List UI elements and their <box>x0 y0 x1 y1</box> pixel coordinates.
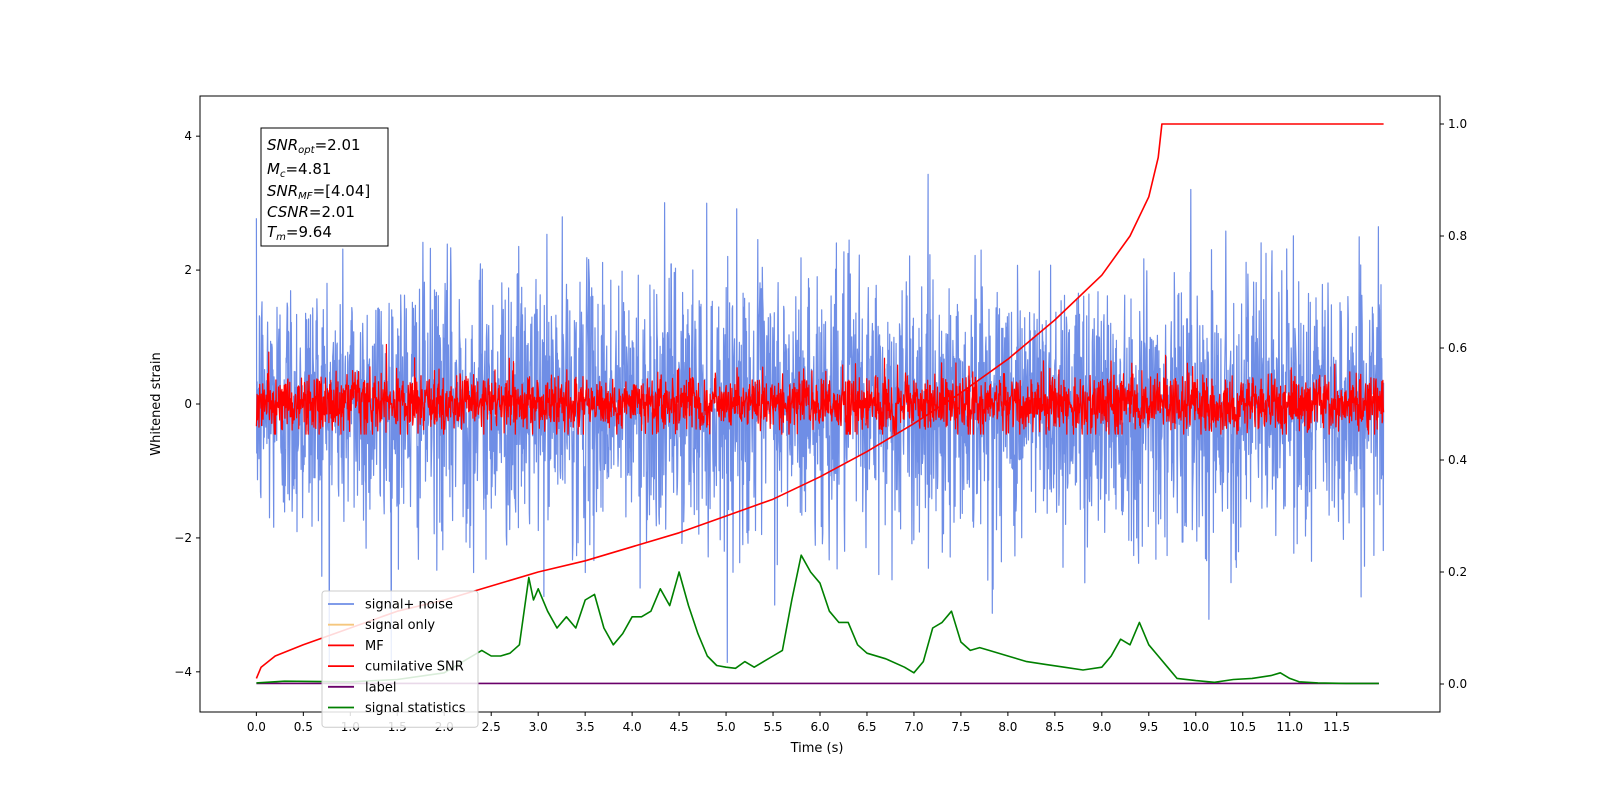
x-tick-label: 6.5 <box>857 720 876 734</box>
x-tick-label: 8.0 <box>998 720 1017 734</box>
x-tick-label: 0.0 <box>247 720 266 734</box>
x-tick-label: 7.0 <box>904 720 923 734</box>
x-tick-label: 5.5 <box>763 720 782 734</box>
legend-label: signal only <box>365 618 435 633</box>
x-tick-label: 9.5 <box>1139 720 1158 734</box>
y-axis-label: Whitened strain <box>149 352 164 455</box>
y-right-tick-label: 0.2 <box>1448 565 1467 579</box>
y-right-tick-label: 0.0 <box>1448 677 1467 691</box>
legend-frame <box>321 590 479 728</box>
y-tick-label: 0 <box>184 397 192 411</box>
legend-label: MF <box>365 639 384 654</box>
y-right-tick-label: 0.8 <box>1448 229 1467 243</box>
info-snr-opt: SNRopt=2.01 <box>267 136 361 156</box>
x-axis-label: Time (s) <box>790 741 844 756</box>
x-tick-label: 9.0 <box>1092 720 1111 734</box>
legend: signal+ noise signal only MF cumilative SNR… <box>321 590 479 728</box>
info-mc: Mc=4.81 <box>267 160 331 180</box>
x-tick-label: 10.0 <box>1182 720 1209 734</box>
info-tm: Tm=9.64 <box>267 223 332 243</box>
x-tick-label: 2.5 <box>482 720 501 734</box>
series-signal-statistics <box>256 554 1379 685</box>
x-tick-label: 4.0 <box>623 720 642 734</box>
x-tick-label: 10.5 <box>1229 720 1256 734</box>
x-tick-label: 11.5 <box>1323 720 1350 734</box>
x-tick-label: 8.5 <box>1045 720 1064 734</box>
x-tick-label: 5.0 <box>717 720 736 734</box>
y-tick-label: −4 <box>174 665 192 679</box>
legend-label: signal+ noise <box>365 598 453 613</box>
legend-label: cumilative SNR <box>365 660 464 675</box>
y-axis-right: 1.0 0.8 0.6 0.4 0.2 0.0 <box>1440 117 1467 691</box>
x-tick-label: 3.0 <box>529 720 548 734</box>
x-tick-label: 11.0 <box>1276 720 1303 734</box>
info-box: SNRopt=2.01 Mc=4.81 SNRMF=[4.04] CSNR=2.… <box>260 127 389 247</box>
y-tick-label: 4 <box>184 129 192 143</box>
info-snr-mf: SNRMF=[4.04] <box>267 182 370 202</box>
x-axis: 0.00.51.01.52.02.53.03.54.04.55.05.56.06… <box>247 712 1350 734</box>
y-right-tick-label: 1.0 <box>1448 117 1467 131</box>
x-tick-label: 6.0 <box>810 720 829 734</box>
legend-label: label <box>365 680 396 695</box>
y-right-tick-label: 0.6 <box>1448 341 1467 355</box>
x-tick-label: 3.5 <box>576 720 595 734</box>
legend-label: signal statistics <box>365 701 466 716</box>
x-tick-label: 4.5 <box>670 720 689 734</box>
y-tick-label: 2 <box>184 263 192 277</box>
y-right-tick-label: 0.4 <box>1448 453 1467 467</box>
info-csnr: CSNR=2.01 <box>267 203 355 221</box>
x-tick-label: 7.5 <box>951 720 970 734</box>
series-mf <box>255 343 1385 435</box>
y-tick-label: −2 <box>174 531 192 545</box>
x-tick-label: 0.5 <box>294 720 313 734</box>
y-axis-left: 4 2 0 −2 −4 <box>174 129 200 679</box>
